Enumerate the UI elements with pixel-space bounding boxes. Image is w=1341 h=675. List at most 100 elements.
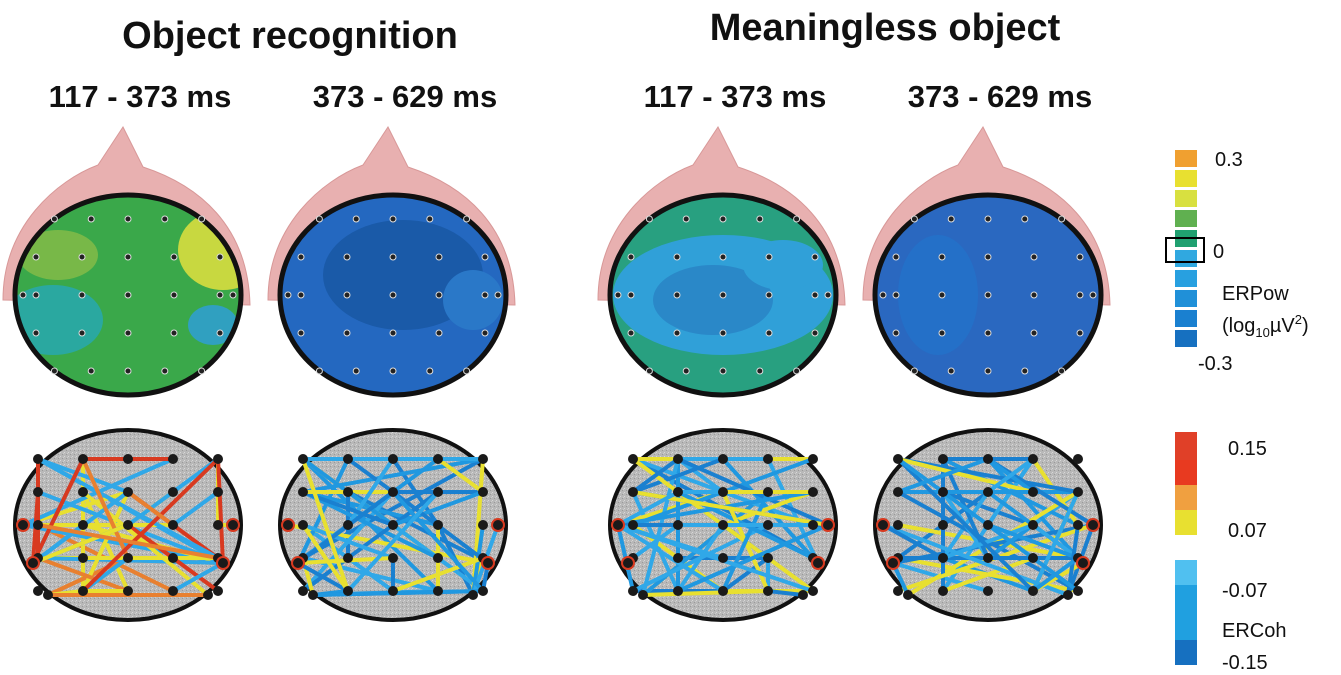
legend-label: 0.07 [1228, 520, 1267, 542]
group-title: Object recognition [122, 15, 458, 57]
electrode [125, 368, 131, 374]
electrode [1077, 330, 1083, 336]
electrode [911, 216, 917, 222]
electrode [766, 330, 772, 336]
coherence-node [213, 487, 223, 497]
coherence-node [308, 590, 318, 600]
coherence-node [938, 454, 948, 464]
erpow-colorbar: 0.3 0 ERPow (log10µV2) -0.3 [1166, 149, 1309, 375]
coherence-node [388, 586, 398, 596]
legend-label: -0.3 [1198, 353, 1232, 375]
coherence-node [213, 586, 223, 596]
electrode [720, 368, 726, 374]
electrode [985, 254, 991, 260]
coherence-node [17, 519, 29, 531]
time-label: 117 - 373 ms [49, 79, 232, 114]
electrode [353, 216, 359, 222]
unit-part: µV [1270, 315, 1296, 337]
electrode [1059, 216, 1065, 222]
coherence-node [388, 520, 398, 530]
coherence-node [433, 487, 443, 497]
electrode [199, 216, 205, 222]
coherence-node [298, 487, 308, 497]
electrode [794, 368, 800, 374]
electrode [316, 368, 322, 374]
coherence-node [673, 454, 683, 464]
electrode [33, 330, 39, 336]
electrode [217, 330, 223, 336]
electrode [125, 330, 131, 336]
electrode [1022, 368, 1028, 374]
coherence-node [388, 454, 398, 464]
electrode [51, 368, 57, 374]
coherence-node [893, 454, 903, 464]
electrode [893, 292, 899, 298]
coherence-node [123, 586, 133, 596]
coherence-node [903, 590, 913, 600]
legend-title: ERPow [1222, 283, 1289, 305]
coherence-node [343, 553, 353, 563]
electrode [436, 254, 442, 260]
panels [3, 127, 1110, 620]
electrode [911, 368, 917, 374]
electrode [1031, 330, 1037, 336]
electrode [171, 292, 177, 298]
electrode [51, 216, 57, 222]
electrode [812, 292, 818, 298]
coherence-node [298, 520, 308, 530]
coherence-node [78, 487, 88, 497]
coherence-node [343, 487, 353, 497]
coherence-node [718, 553, 728, 563]
coherence-node [1063, 590, 1073, 600]
electrode [683, 368, 689, 374]
coherence-node [628, 454, 638, 464]
electrode [464, 368, 470, 374]
electrode [125, 254, 131, 260]
electrode [628, 330, 634, 336]
coherence-node [298, 586, 308, 596]
coherence-node [168, 520, 178, 530]
map-region [743, 240, 823, 290]
electrode [88, 216, 94, 222]
coherence-node [282, 519, 294, 531]
coherence-node [388, 487, 398, 497]
coherence-node [763, 553, 773, 563]
electrode [20, 292, 26, 298]
electrode [390, 216, 396, 222]
coherence-node [612, 519, 624, 531]
electrode [939, 254, 945, 260]
coherence-node [622, 557, 634, 569]
electrode [720, 254, 726, 260]
unit-part: ) [1302, 315, 1309, 337]
coherence-node [808, 586, 818, 596]
coherence-node [798, 590, 808, 600]
electrode [298, 330, 304, 336]
electrode [427, 368, 433, 374]
electrode [766, 254, 772, 260]
coherence-node [983, 520, 993, 530]
map-region [898, 235, 978, 355]
coherence-node [33, 586, 43, 596]
coherence-node [168, 487, 178, 497]
electrode [985, 330, 991, 336]
legend-label: 0.15 [1228, 438, 1267, 460]
coherence-node [123, 454, 133, 464]
electrode [79, 330, 85, 336]
map-region [443, 270, 503, 330]
time-label: 373 - 629 ms [313, 79, 497, 114]
electrode [464, 216, 470, 222]
unit-part: 10 [1255, 325, 1269, 340]
coherence-node [628, 487, 638, 497]
electrode [683, 216, 689, 222]
coherence-node [478, 520, 488, 530]
electrode [880, 292, 886, 298]
coherence-node [887, 557, 899, 569]
coherence-node [78, 586, 88, 596]
ercoh-colorbar: 0.15 0.07 -0.07 ERCoh -0.15 [1175, 432, 1286, 674]
legend-label: -0.07 [1222, 580, 1268, 602]
electrode [285, 292, 291, 298]
coherence-node [1028, 586, 1038, 596]
coherence-node [718, 487, 728, 497]
electrode [436, 292, 442, 298]
electrode [79, 254, 85, 260]
